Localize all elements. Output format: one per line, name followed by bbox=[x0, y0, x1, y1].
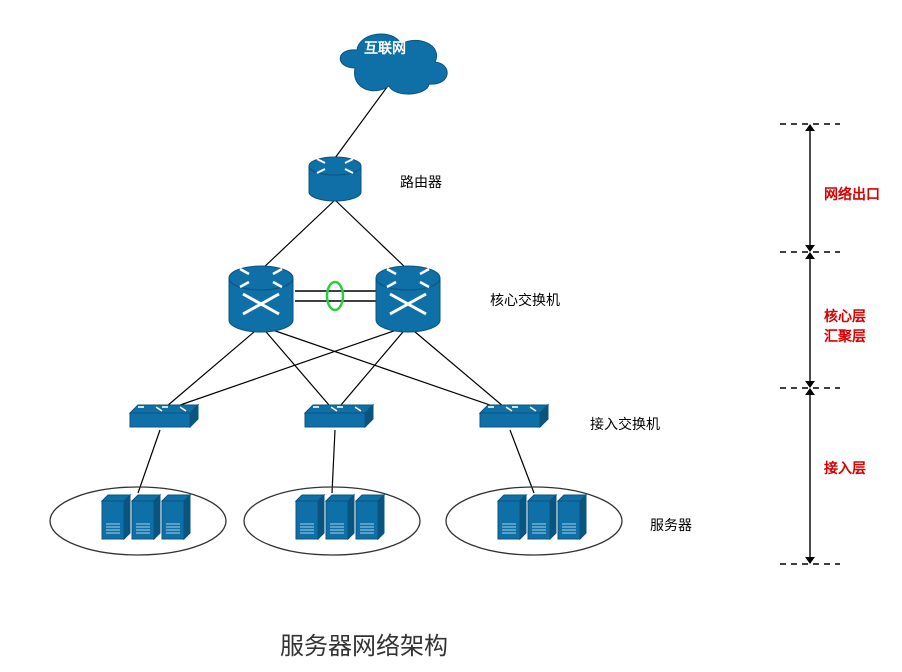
access-switch-2 bbox=[305, 405, 373, 427]
server-label: 服务器 bbox=[650, 515, 692, 535]
network-architecture-diagram: { "type": "network-topology", "canvas": … bbox=[0, 0, 902, 672]
layer-label-1: 核心层汇聚层 bbox=[824, 306, 866, 346]
server-group-3 bbox=[446, 487, 622, 555]
cloud-label: 互联网 bbox=[364, 38, 406, 58]
core-label: 核心交换机 bbox=[490, 290, 560, 310]
router-icon bbox=[309, 157, 361, 201]
layer-label-0: 网络出口 bbox=[824, 184, 880, 204]
access-switch-1 bbox=[130, 405, 198, 427]
router-label: 路由器 bbox=[400, 172, 442, 192]
access-label: 接入交换机 bbox=[590, 414, 660, 434]
server-group-1 bbox=[50, 487, 226, 555]
layer-label-2: 接入层 bbox=[824, 458, 866, 478]
edges bbox=[138, 83, 534, 493]
diagram-title: 服务器网络架构 bbox=[280, 626, 448, 661]
access-switch-3 bbox=[480, 405, 548, 427]
diagram-svg bbox=[0, 0, 902, 672]
server-group-2 bbox=[244, 487, 420, 555]
core-switch-1 bbox=[229, 266, 293, 332]
core-switch-2 bbox=[376, 266, 440, 332]
